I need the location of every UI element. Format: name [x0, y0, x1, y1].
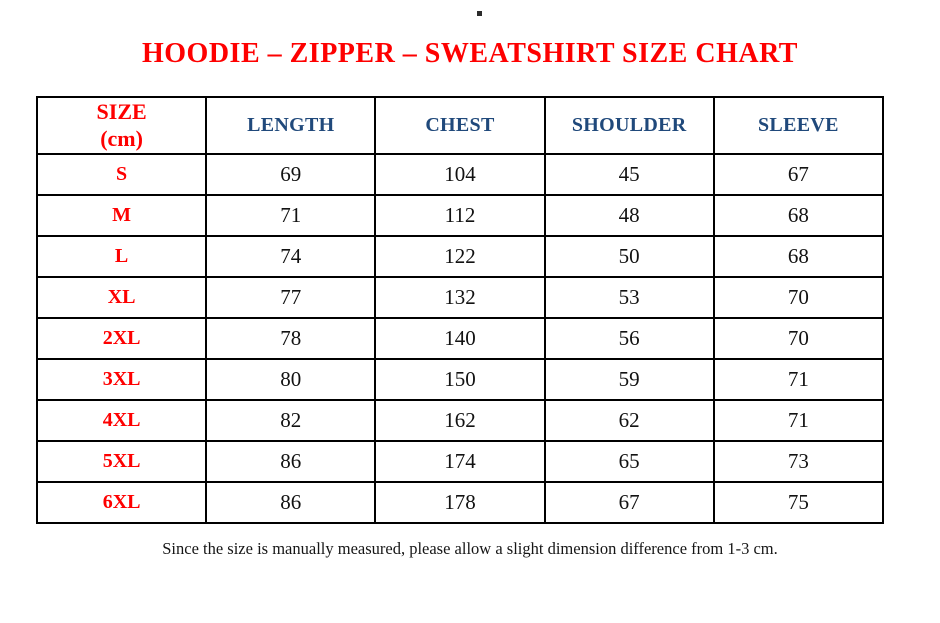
- page-title: HOODIE – ZIPPER – SWEATSHIRT SIZE CHART: [142, 38, 798, 69]
- sleeve-value: 73: [712, 440, 885, 483]
- table-row: 5XL 86 174 65 73: [35, 440, 885, 483]
- length-value: 80: [205, 358, 377, 401]
- chest-value: 150: [374, 358, 546, 401]
- sleeve-value: 67: [712, 153, 885, 196]
- sleeve-value: 70: [712, 276, 885, 319]
- chest-value: 162: [374, 399, 546, 442]
- table-header-row: SIZE (cm) LENGTH CHEST SHOULDER SLEEVE: [35, 96, 885, 155]
- length-value: 71: [205, 194, 377, 237]
- table-row: S 69 104 45 67: [35, 153, 885, 196]
- shoulder-value: 53: [543, 276, 715, 319]
- header-size-line1: SIZE: [96, 99, 147, 125]
- table-row: XL 77 132 53 70: [35, 276, 885, 319]
- size-label: M: [35, 194, 208, 237]
- length-value: 77: [205, 276, 377, 319]
- header-cell-size-cm: SIZE (cm): [35, 96, 208, 155]
- table-row: 6XL 86 178 67 75: [35, 481, 885, 524]
- chest-value: 178: [374, 481, 546, 524]
- size-label: XL: [35, 276, 208, 319]
- sleeve-value: 71: [712, 399, 885, 442]
- table-row: M 71 112 48 68: [35, 194, 885, 237]
- sleeve-value: 71: [712, 358, 885, 401]
- length-value: 74: [205, 235, 377, 278]
- chest-value: 112: [374, 194, 546, 237]
- size-label: 2XL: [35, 317, 208, 360]
- shoulder-value: 48: [543, 194, 715, 237]
- table-row: L 74 122 50 68: [35, 235, 885, 278]
- header-cell-chest: CHEST: [374, 96, 546, 155]
- sleeve-value: 70: [712, 317, 885, 360]
- shoulder-value: 67: [543, 481, 715, 524]
- size-label: 6XL: [35, 481, 208, 524]
- table-row: 3XL 80 150 59 71: [35, 358, 885, 401]
- shoulder-value: 62: [543, 399, 715, 442]
- chest-value: 132: [374, 276, 546, 319]
- size-chart-table-container: SIZE (cm) LENGTH CHEST SHOULDER SLEEVE S…: [35, 96, 885, 524]
- length-value: 82: [205, 399, 377, 442]
- size-label: S: [35, 153, 208, 196]
- tiny-artifact-dot: [477, 11, 482, 16]
- size-label: 4XL: [35, 399, 208, 442]
- chest-value: 122: [374, 235, 546, 278]
- chest-value: 140: [374, 317, 546, 360]
- length-value: 69: [205, 153, 377, 196]
- shoulder-value: 59: [543, 358, 715, 401]
- size-label: 3XL: [35, 358, 208, 401]
- length-value: 86: [205, 440, 377, 483]
- size-chart-table: SIZE (cm) LENGTH CHEST SHOULDER SLEEVE S…: [35, 96, 885, 524]
- length-value: 86: [205, 481, 377, 524]
- length-value: 78: [205, 317, 377, 360]
- measurement-disclaimer: Since the size is manually measured, ple…: [162, 539, 778, 558]
- table-row: 2XL 78 140 56 70: [35, 317, 885, 360]
- sleeve-value: 68: [712, 194, 885, 237]
- shoulder-value: 45: [543, 153, 715, 196]
- size-label: L: [35, 235, 208, 278]
- header-size-line2: (cm): [100, 125, 143, 151]
- sleeve-value: 68: [712, 235, 885, 278]
- header-cell-shoulder: SHOULDER: [543, 96, 715, 155]
- shoulder-value: 65: [543, 440, 715, 483]
- size-label: 5XL: [35, 440, 208, 483]
- header-cell-sleeve: SLEEVE: [712, 96, 885, 155]
- chest-value: 104: [374, 153, 546, 196]
- shoulder-value: 56: [543, 317, 715, 360]
- sleeve-value: 75: [712, 481, 885, 524]
- shoulder-value: 50: [543, 235, 715, 278]
- header-cell-length: LENGTH: [205, 96, 377, 155]
- chest-value: 174: [374, 440, 546, 483]
- table-row: 4XL 82 162 62 71: [35, 399, 885, 442]
